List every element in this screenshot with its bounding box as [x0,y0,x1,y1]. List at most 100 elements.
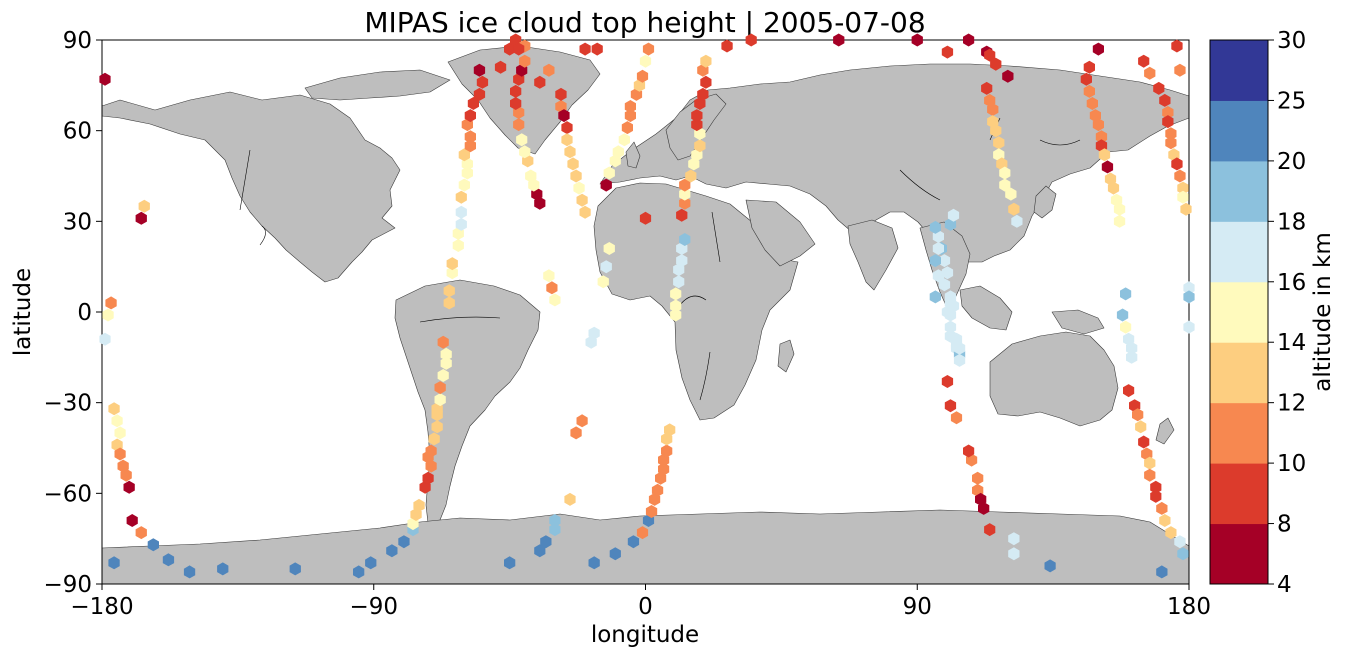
cloud-point [1101,160,1114,174]
cloud-point [1150,489,1162,503]
cloud-point [691,118,703,132]
cloud-point [431,420,443,434]
cloud-point [981,81,993,95]
cloud-point [1113,214,1126,228]
cloud-point [1138,435,1150,449]
cloud-point [504,42,516,56]
cloud-point [464,130,476,144]
cloud-point [953,353,966,367]
colorbar-segment [1210,523,1268,585]
cloud-point [700,54,712,68]
cloud-point [473,87,486,101]
cloud-point [570,169,582,183]
cloud-point [549,293,561,307]
colorbar-tick-label: 14 [1277,330,1306,356]
cloud-point [941,45,954,59]
cloud-point [111,414,123,428]
y-tick-label: −30 [43,391,92,417]
cloud-point [467,97,479,110]
cloud-point [558,109,570,123]
cloud-point [1011,214,1023,228]
cloud-point [1144,456,1156,470]
cloud-point [972,471,984,485]
cloud-point [135,526,147,540]
y-tick-label: 90 [63,28,92,54]
africa [593,182,799,421]
cloud-point [353,565,365,579]
cloud-point [624,109,636,123]
cloud-point [990,57,1002,71]
cloud-point [929,254,941,268]
cloud-point [621,121,633,135]
cloud-point [570,426,582,440]
cloud-point [1171,157,1183,171]
cloud-point [455,217,467,231]
india [847,219,899,291]
cloud-point [114,426,126,440]
cloud-point [1156,501,1168,515]
cloud-point [1086,97,1098,110]
cloud-point [1183,281,1195,295]
cloud-point [1177,547,1189,561]
cloud-point [642,42,655,56]
colorbar-tick-label: 8 [1277,512,1292,538]
cloud-point [443,296,455,310]
cloud-point [549,514,561,527]
colorbar-tick-label: 20 [1277,149,1306,175]
cloud-point [108,402,120,416]
cloud-point [639,211,652,225]
cloud-point [1120,287,1132,301]
cloud-point [661,444,673,458]
cloud-point [567,157,579,171]
cloud-point [1005,187,1017,201]
x-tick-label: −90 [349,594,398,620]
cloud-point [664,423,676,437]
cloud-point [458,148,470,162]
cloud-point [691,109,703,123]
cloud-point [123,480,135,494]
cloud-point [105,296,117,310]
cloud-point [452,239,464,252]
cloud-point [639,54,652,68]
cloud-point [504,556,516,570]
cloud-point [99,72,111,86]
cloud-point [963,33,975,47]
cloud-point [932,269,944,283]
cloud-point [443,284,455,298]
cloud-point [1183,290,1195,304]
cloud-point [289,562,301,576]
colorbar-tick-label: 4 [1277,572,1292,598]
cloud-point [422,471,434,485]
cloud-point [120,468,132,482]
cloud-point [1008,532,1020,546]
cloud-point [1107,181,1120,195]
cloud-point [386,544,398,558]
cloud-point [670,299,682,313]
cloud-point [679,178,691,192]
cloud-point [458,178,470,192]
cloud-point [700,75,712,89]
japan [1033,185,1057,219]
cloud-point [999,166,1011,180]
cloud-point [1153,81,1165,95]
colorbar-tick-label: 10 [1277,451,1306,477]
canadian-arctic-islands [304,69,451,101]
cloud-point [183,565,196,579]
cloud-point [476,75,489,89]
cloud-point [963,444,975,458]
cloud-point [999,178,1011,192]
colorbar-segment [1210,100,1268,162]
cloud-point [1120,320,1132,334]
madagascar [777,339,795,373]
cloud-point [510,97,522,110]
cloud-point [108,556,120,570]
cloud-point [1159,93,1171,107]
cloud-point [561,121,573,135]
y-axis-label: latitude [10,268,36,356]
cloud-point [455,205,467,219]
cloud-point [987,103,999,116]
cloud-point [147,538,159,552]
y-tick-label: 0 [77,300,92,326]
cloud-point [944,399,957,413]
